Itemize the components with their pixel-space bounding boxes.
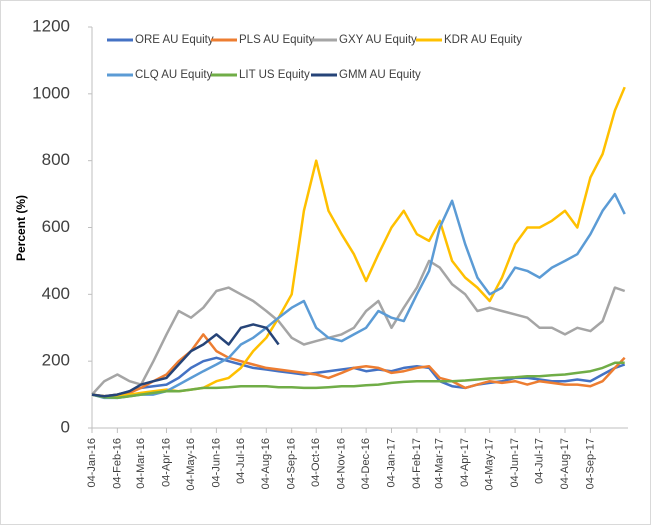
x-tick-label: 04-Mar-17 xyxy=(434,438,446,489)
legend-label: LIT US Equity xyxy=(239,69,310,81)
y-tick-label: 1200 xyxy=(32,16,70,35)
x-tick-label: 04-Jul-17 xyxy=(534,438,546,484)
y-tick-label: 800 xyxy=(42,150,70,169)
x-tick-label: 04-May-17 xyxy=(484,438,496,491)
x-tick-label: 04-Sep-17 xyxy=(584,438,596,489)
legend-label: PLS AU Equity xyxy=(239,34,315,46)
x-tick-label: 04-Aug-17 xyxy=(559,438,571,489)
y-axis-label: Percent (%) xyxy=(14,195,28,261)
x-tick-label: 04-May-16 xyxy=(185,438,197,491)
y-tick-label: 200 xyxy=(42,351,70,370)
y-tick-label: 400 xyxy=(42,284,70,303)
y-tick-label: 1000 xyxy=(32,83,70,102)
series-line xyxy=(91,192,626,400)
x-tick-label: 04-Jun-16 xyxy=(210,438,222,488)
x-tick-label: 04-Jun-17 xyxy=(509,438,521,488)
x-tick-label: 04-Feb-17 xyxy=(411,438,423,489)
series-line xyxy=(91,333,626,398)
legend-label: CLQ AU Equity xyxy=(135,69,213,81)
series-line xyxy=(91,361,625,400)
x-tick-label: 04-Nov-16 xyxy=(335,438,347,489)
x-tick-label: 04-Sep-16 xyxy=(286,438,298,489)
x-tick-label: 04-Oct-16 xyxy=(310,438,322,487)
series-line xyxy=(91,323,280,398)
legend-label: KDR AU Equity xyxy=(444,34,522,46)
legend-label: ORE AU Equity xyxy=(135,34,214,46)
x-tick-label: 04-Mar-16 xyxy=(135,438,147,489)
x-tick-label: 04-Feb-16 xyxy=(111,438,123,489)
y-tick-label: 600 xyxy=(42,217,70,236)
x-tick-label: 04-Aug-16 xyxy=(260,438,272,489)
x-tick-label: 04-Jul-16 xyxy=(235,438,247,484)
series-line xyxy=(91,356,626,398)
x-tick-label: 04-Dec-16 xyxy=(360,438,372,489)
y-tick-label: 0 xyxy=(61,417,70,436)
series-line xyxy=(91,259,626,396)
legend-label: GXY AU Equity xyxy=(339,34,417,46)
x-tick-label: 04-Apr-16 xyxy=(160,438,172,487)
legend-label: GMM AU Equity xyxy=(339,69,421,81)
x-tick-label: 04-Apr-17 xyxy=(459,438,471,487)
x-tick-label: 04-Jan-16 xyxy=(86,438,98,488)
x-tick-label: 04-Jan-17 xyxy=(385,438,397,488)
